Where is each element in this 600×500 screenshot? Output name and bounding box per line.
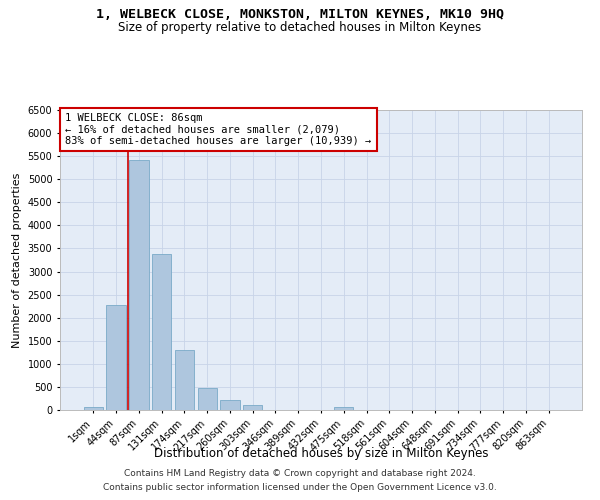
Text: 1 WELBECK CLOSE: 86sqm
← 16% of detached houses are smaller (2,079)
83% of semi-: 1 WELBECK CLOSE: 86sqm ← 16% of detached… (65, 113, 371, 146)
Text: 1, WELBECK CLOSE, MONKSTON, MILTON KEYNES, MK10 9HQ: 1, WELBECK CLOSE, MONKSTON, MILTON KEYNE… (96, 8, 504, 20)
Bar (334, 407, 353, 410)
Y-axis label: Number of detached properties: Number of detached properties (12, 172, 22, 348)
Bar (152, 254, 172, 410)
Text: Distribution of detached houses by size in Milton Keynes: Distribution of detached houses by size … (154, 448, 488, 460)
Bar (106, 305, 126, 410)
Bar (220, 400, 239, 410)
Bar (243, 406, 262, 410)
Text: Size of property relative to detached houses in Milton Keynes: Size of property relative to detached ho… (118, 22, 482, 35)
Text: Contains HM Land Registry data © Crown copyright and database right 2024.: Contains HM Land Registry data © Crown c… (124, 468, 476, 477)
Bar (197, 388, 217, 410)
Text: Contains public sector information licensed under the Open Government Licence v3: Contains public sector information licen… (103, 484, 497, 492)
Bar (84, 406, 103, 410)
Bar (175, 350, 194, 410)
Bar (129, 160, 149, 410)
